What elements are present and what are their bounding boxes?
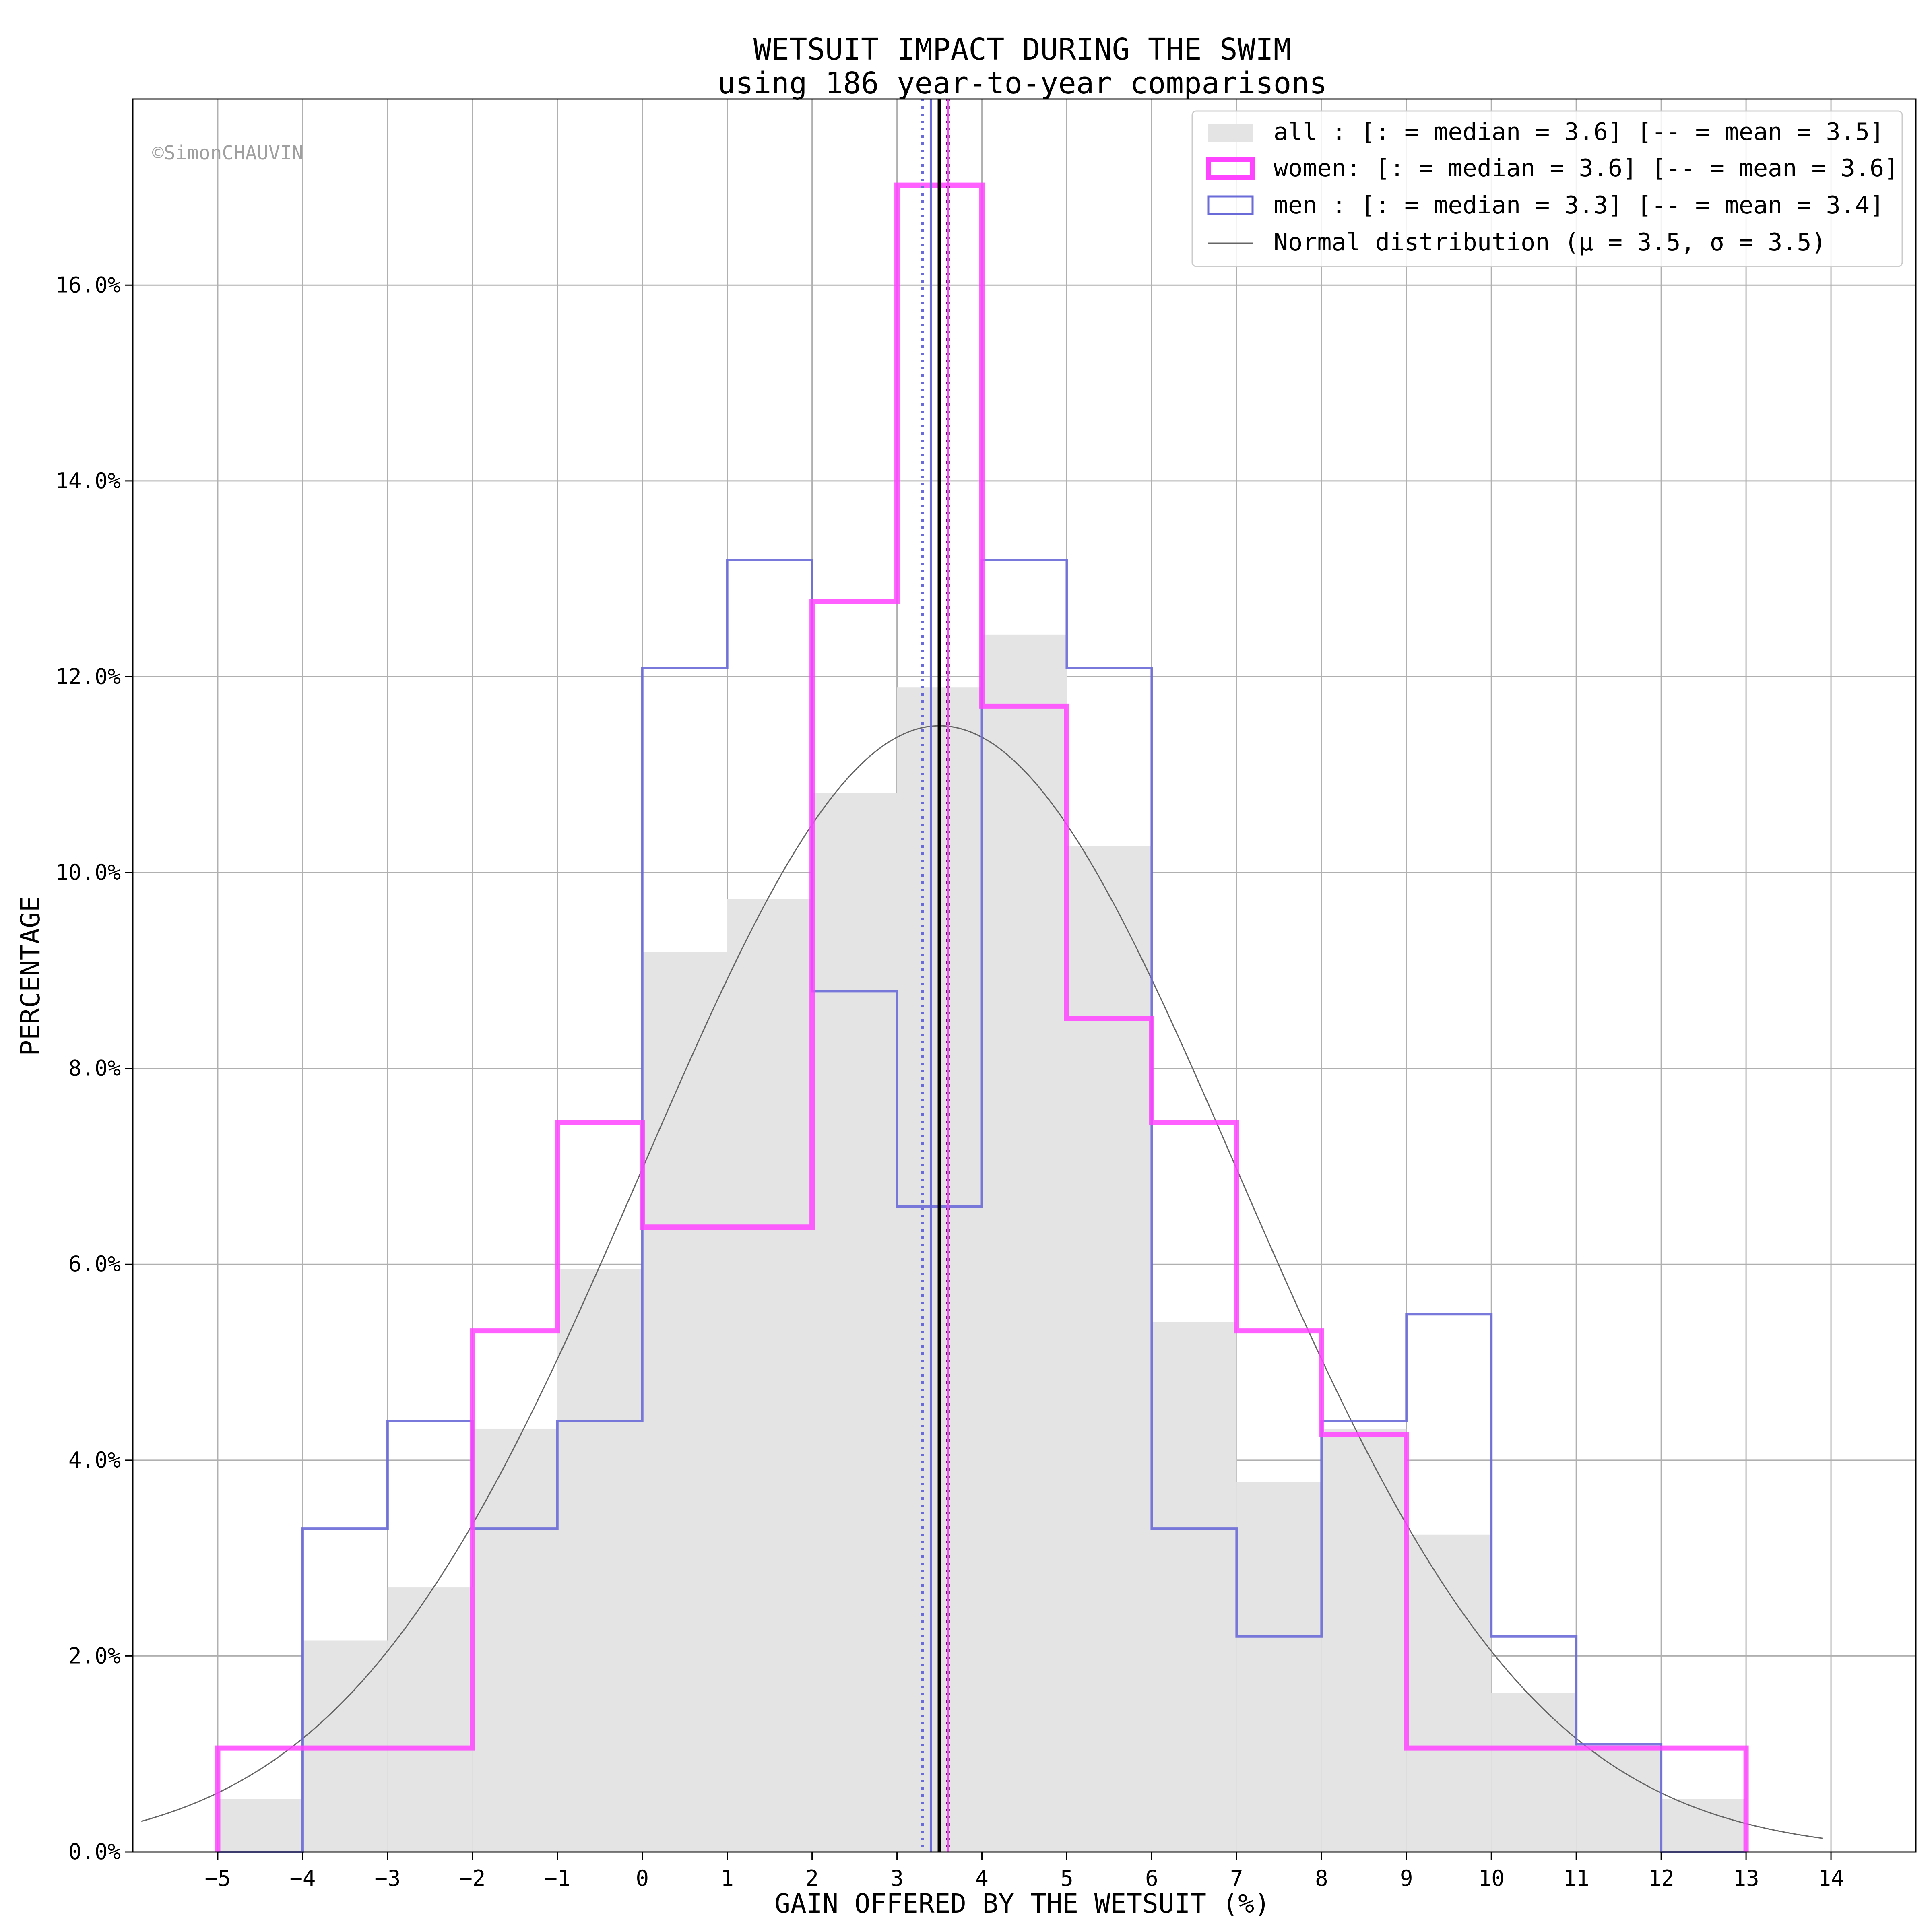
x-tick-label: 0: [636, 1866, 649, 1891]
y-tick-label: 6.0%: [68, 1251, 121, 1277]
y-tick-label: 0.0%: [68, 1839, 121, 1864]
all-bar: [1491, 1693, 1577, 1852]
legend: all : [: = median = 3.6] [-- = mean = 3.…: [1191, 110, 1903, 267]
all-bar: [1661, 1799, 1746, 1852]
x-tick-label: −5: [204, 1866, 231, 1891]
x-tick-label: −3: [374, 1866, 400, 1891]
x-tick-label: −4: [289, 1866, 316, 1891]
all-series-bars: [217, 634, 1746, 1852]
all-bar: [982, 634, 1067, 1852]
x-tick-label: 3: [890, 1866, 904, 1891]
legend-label-women: women: [: = median = 3.6] [-- = mean = 3…: [1274, 154, 1899, 182]
x-tick-label: 10: [1478, 1866, 1505, 1891]
step-series: [215, 182, 1749, 1853]
legend-label-men: men : [: = median = 3.3] [-- = mean = 3.…: [1274, 191, 1884, 219]
all-bar: [1236, 1482, 1322, 1852]
x-tick-label: 7: [1230, 1866, 1243, 1891]
legend-label-normal: Normal distribution (μ = 3.5, σ = 3.5): [1274, 228, 1826, 256]
copyright-watermark: ©SimonCHAUVIN: [152, 142, 303, 164]
x-tick-label: 11: [1563, 1866, 1589, 1891]
legend-swatch-women: [1206, 157, 1255, 180]
y-tick-label: 16.0%: [55, 272, 121, 297]
all-bar: [217, 1799, 303, 1852]
all-bar: [387, 1587, 473, 1852]
women-step-outline: [215, 182, 1749, 1852]
x-tick-label: 4: [975, 1866, 989, 1891]
x-tick-label: 6: [1145, 1866, 1158, 1891]
x-tick-label: 5: [1060, 1866, 1073, 1891]
x-tick-label: 14: [1818, 1866, 1844, 1891]
chart-subtitle: using 186 year-to-year comparisons: [718, 66, 1327, 101]
all-bar: [727, 899, 812, 1852]
all-bar: [557, 1269, 642, 1852]
all-bar: [1576, 1746, 1662, 1852]
x-tick-label: 2: [805, 1866, 819, 1891]
median-mean-lines: [921, 99, 950, 1852]
x-tick-label: 13: [1733, 1866, 1759, 1891]
y-tick-label: 8.0%: [68, 1056, 121, 1081]
y-tick-label: 14.0%: [55, 468, 121, 493]
x-tick-label: −1: [544, 1866, 570, 1891]
y-tick-label: 12.0%: [55, 664, 121, 689]
y-axis-ticks: 0.0% 2.0% 4.0% 6.0% 8.0% 10.0% 12.0% 14.0% 16.0%: [55, 272, 133, 1864]
x-tick-label: 1: [720, 1866, 734, 1891]
y-tick-label: 10.0%: [55, 860, 121, 885]
y-axis-label: PERCENTAGE: [15, 896, 46, 1056]
y-tick-label: 4.0%: [68, 1447, 121, 1473]
legend-swatch-men: [1207, 195, 1254, 215]
all-bar: [812, 793, 897, 1852]
x-axis-label: GAIN OFFERED BY THE WETSUIT (%): [774, 1888, 1270, 1919]
x-tick-label: 9: [1400, 1866, 1413, 1891]
legend-swatch-all: [1208, 124, 1253, 142]
x-tick-label: −2: [459, 1866, 485, 1891]
all-bar: [1067, 846, 1152, 1852]
x-axis-ticks: −5 −4 −3 −2 −1 0 1 2 3 4 5 6 7 8 9 10 11 12 13 14: [204, 1852, 1844, 1891]
all-bar: [1152, 1322, 1237, 1852]
all-bar: [472, 1428, 557, 1852]
x-tick-label: 12: [1648, 1866, 1674, 1891]
x-tick-label: 8: [1315, 1866, 1328, 1891]
all-bar: [642, 952, 727, 1852]
legend-label-all: all : [: = median = 3.6] [-- = mean = 3.…: [1274, 118, 1884, 146]
all-bar: [1406, 1534, 1492, 1852]
chart-title: WETSUIT IMPACT DURING THE SWIM: [753, 32, 1292, 67]
legend-box: [1191, 110, 1903, 267]
all-bar: [1321, 1428, 1407, 1852]
y-tick-label: 2.0%: [68, 1643, 121, 1668]
plot-frame: [132, 98, 1917, 1853]
